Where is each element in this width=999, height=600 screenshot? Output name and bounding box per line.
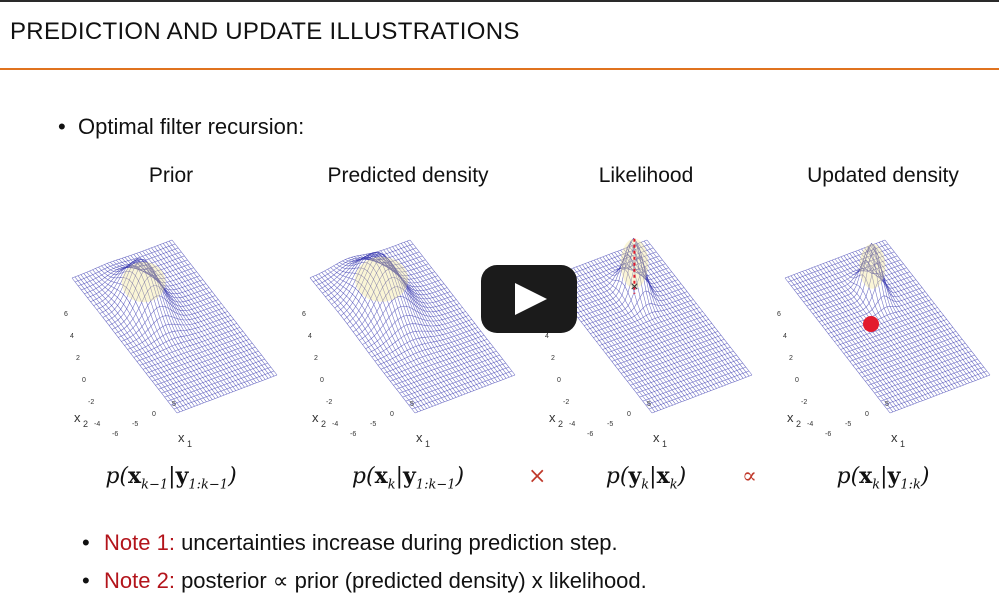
axis-label-x1-sub: 1 [425,439,430,449]
panel-title-likelihood: Likelihood [598,164,694,187]
axis-tick-x: -5 [845,421,851,428]
axis-label-x1-sub: 1 [662,439,667,449]
axis-tick-x: -6 [587,431,593,438]
axis-tick-y: -4 [807,421,813,428]
main-bullet-text: Optimal filter recursion: [78,114,305,139]
title-rule [0,68,999,70]
axis-tick-y: 6 [64,311,68,318]
note-1-label: Note 1: [104,530,175,555]
axis-tick-y: -4 [569,421,575,428]
video-play-button[interactable] [481,265,577,333]
axis-tick-y: 4 [308,333,312,340]
axis-tick-x: -5 [607,421,613,428]
axis-label-x2: x [549,410,556,425]
bullet-dot: • [82,568,90,593]
axis-tick-y: 4 [783,333,787,340]
axis-tick-y: 0 [557,377,561,384]
axis-label-x2-sub: 2 [321,419,326,429]
axis-tick-x: 5 [410,401,414,408]
proportional-operator: ∝ [742,464,757,489]
panel-title-predicted: Predicted density [327,164,489,187]
axis-label-x2-sub: 2 [796,419,801,429]
axis-label-x2: x [74,410,81,425]
axis-label-x2-sub: 2 [83,419,88,429]
axis-tick-y: 4 [70,333,74,340]
note-2-label: Note 2: [104,568,175,593]
axis-tick-x: -6 [825,431,831,438]
axis-label-x1: x [891,430,898,445]
axis-label-x1-sub: 1 [187,439,192,449]
axis-tick-y: -4 [332,421,338,428]
axis-label-x1: x [653,430,660,445]
note-1: • Note 1: uncertainties increase during p… [82,524,647,562]
axis-tick-y: 0 [320,377,324,384]
axis-tick-y: 2 [76,355,80,362]
axis-tick-x: -6 [112,431,118,438]
note-1-text: uncertainties increase during prediction… [181,530,618,555]
slide-title: PREDICTION AND UPDATE ILLUSTRATIONS [10,18,520,45]
axis-tick-y: 0 [795,377,799,384]
axis-label-x1: x [416,430,423,445]
axis-tick-y: -2 [563,399,569,406]
notes-list: • Note 1: uncertainties increase during p… [82,524,647,600]
axis-label-x1-sub: 1 [900,439,905,449]
axis-tick-x: -5 [132,421,138,428]
axis-tick-x: 0 [152,411,156,418]
panel-title-updated: Updated density [807,164,959,187]
axis-tick-x: 0 [627,411,631,418]
updated-marker-dot [863,316,879,332]
axis-label-x2-sub: 2 [558,419,563,429]
axis-tick-x: 0 [390,411,394,418]
axis-tick-y: -2 [88,399,94,406]
likelihood-marker: × [630,278,638,294]
play-icon [515,283,547,315]
axis-label-x2: x [312,410,319,425]
times-operator: × [528,464,547,489]
top-border [0,0,999,2]
formula-prior: p(xk−1|y1:k−1) [105,463,237,493]
formula-updated: p(xk|y1:k) [836,463,930,493]
formula-likelihood: p(yk|xk) [605,463,687,493]
note-2: • Note 2: posterior ∝ prior (predicted de… [82,562,647,600]
axis-label-x1: x [178,430,185,445]
axis-tick-x: 5 [885,401,889,408]
axis-tick-y: 2 [789,355,793,362]
formula-predicted: p(xk|y1:k−1) [351,463,465,493]
axis-tick-y: -2 [801,399,807,406]
bullet-dot: • [82,530,90,555]
axis-tick-y: 4 [545,333,549,340]
panel-title-prior: Prior [148,164,194,187]
axis-tick-y: -2 [326,399,332,406]
surface-plot-prior: x 1 x 2 6 4 2 0 -2 -4 -6 -5 0 5 [60,228,280,458]
axis-tick-y: 0 [82,377,86,384]
axis-tick-x: 5 [172,401,176,408]
bullet-dot: • [58,114,66,139]
axis-tick-y: 6 [302,311,306,318]
axis-tick-y: 2 [551,355,555,362]
surface-plot-predicted: x 1 x 2 6 4 2 0 -2 -4 -6 -5 0 5 [298,228,518,458]
axis-tick-y: 2 [314,355,318,362]
axis-label-x2: x [787,410,794,425]
axis-tick-x: -6 [350,431,356,438]
note-2-text: posterior ∝ prior (predicted density) x … [181,568,647,593]
axis-tick-x: -5 [370,421,376,428]
axis-tick-x: 0 [865,411,869,418]
surface-plot-updated: x 1 x 2 6 4 2 0 -2 -4 -6 -5 0 5 [773,228,993,458]
axis-tick-y: 6 [777,311,781,318]
main-bullet: • Optimal filter recursion: [58,114,304,140]
axis-tick-x: 5 [647,401,651,408]
axis-tick-y: -4 [94,421,100,428]
